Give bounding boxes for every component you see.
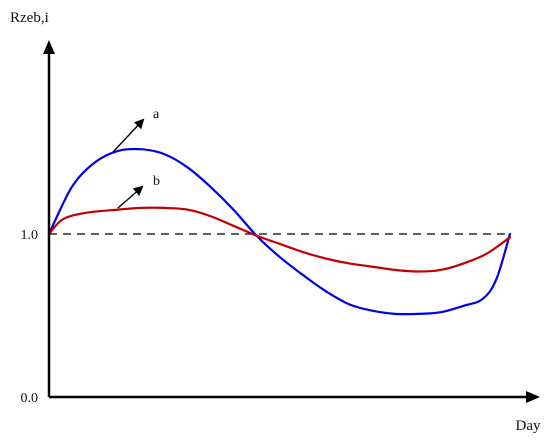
series-line-a — [47, 147, 512, 316]
x-axis-title: Day — [516, 418, 541, 434]
series-b-label: b — [153, 174, 160, 189]
series-a-label: a — [153, 107, 160, 122]
series-a-arrow — [112, 118, 145, 153]
y-tick-label: 0.0 — [21, 391, 39, 406]
y-tick-label: 1.0 — [21, 228, 39, 243]
series-b-arrow — [117, 185, 144, 209]
series-line-b — [47, 206, 512, 273]
x-axis-arrow — [526, 391, 540, 403]
y-axis-arrow — [43, 40, 55, 54]
y-axis-title: Rzeb,i — [10, 10, 49, 26]
